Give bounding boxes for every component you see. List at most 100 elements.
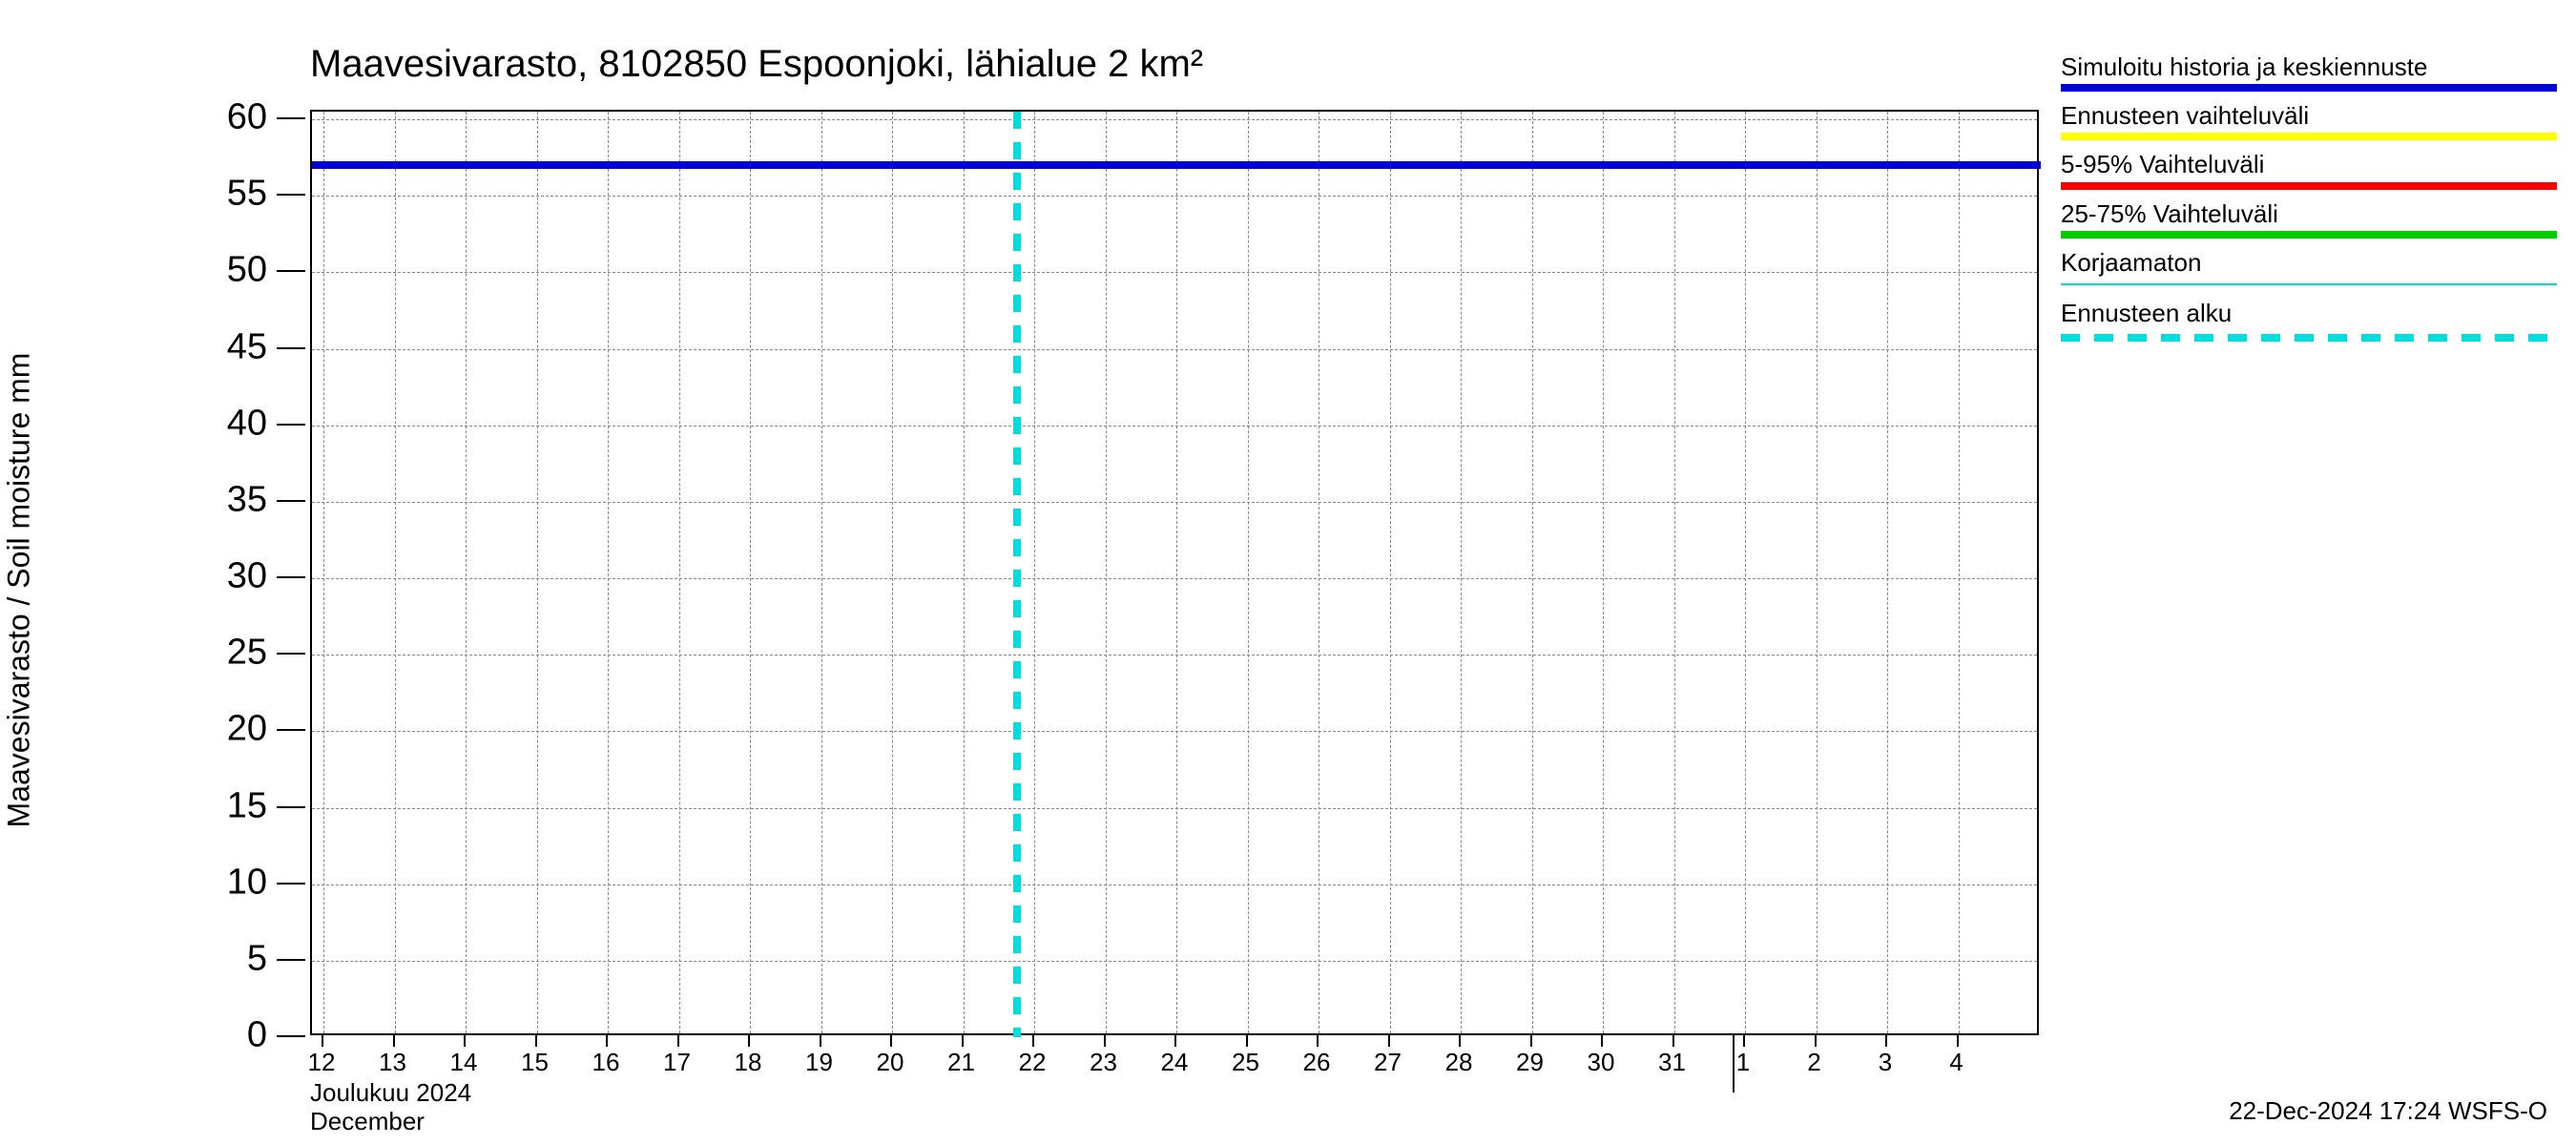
y-tick <box>277 347 305 349</box>
legend-swatch <box>2061 334 2557 342</box>
legend: Simuloitu historia ja keskiennuste Ennust… <box>2061 52 2557 351</box>
x-tick-label: 14 <box>450 1048 478 1077</box>
chart-container: Maavesivarasto / Soil moisture mm Maaves… <box>0 0 2576 1145</box>
x-month-label-fi: Joulukuu 2024 <box>310 1078 471 1108</box>
grid-line-h <box>312 272 2037 273</box>
x-tick <box>962 1035 964 1047</box>
x-tick-label: 24 <box>1161 1048 1189 1077</box>
x-tick <box>1459 1035 1461 1047</box>
legend-swatch <box>2061 84 2557 92</box>
y-tick-label: 10 <box>172 862 267 903</box>
x-tick <box>1530 1035 1532 1047</box>
legend-item: Ennusteen vaihteluväli <box>2061 101 2557 140</box>
x-tick <box>1174 1035 1176 1047</box>
legend-label: Ennusteen alku <box>2061 299 2557 328</box>
x-tick <box>1672 1035 1674 1047</box>
grid-line-v <box>821 112 822 1033</box>
grid-line-h <box>312 196 2037 197</box>
x-tick <box>820 1035 821 1047</box>
y-tick <box>277 500 305 502</box>
y-tick <box>277 806 305 808</box>
series-simulated-line <box>312 161 2041 169</box>
x-tick-label: 4 <box>1949 1048 1963 1077</box>
grid-line-h <box>312 349 2037 350</box>
y-axis-label: Maavesivarasto / Soil moisture mm <box>2 353 37 828</box>
x-tick-label: 28 <box>1445 1048 1473 1077</box>
y-tick <box>277 1035 305 1037</box>
x-tick-label: 21 <box>947 1048 975 1077</box>
y-tick <box>277 424 305 426</box>
x-tick <box>322 1035 323 1047</box>
grid-line-v <box>466 112 467 1033</box>
grid-line-v <box>1603 112 1604 1033</box>
timestamp: 22-Dec-2024 17:24 WSFS-O <box>2229 1096 2547 1126</box>
y-tick <box>277 653 305 655</box>
x-tick <box>606 1035 608 1047</box>
grid-line-v <box>1674 112 1675 1033</box>
grid-line-v <box>1887 112 1888 1033</box>
grid-line-v <box>964 112 965 1033</box>
x-tick-label: 18 <box>735 1048 762 1077</box>
legend-swatch <box>2061 182 2557 190</box>
x-tick <box>1317 1035 1319 1047</box>
legend-swatch <box>2061 133 2557 140</box>
x-tick-label: 12 <box>308 1048 336 1077</box>
x-tick <box>748 1035 750 1047</box>
y-tick <box>277 883 305 885</box>
grid-line-v <box>1034 112 1035 1033</box>
x-tick <box>1104 1035 1106 1047</box>
x-tick-label: 19 <box>805 1048 833 1077</box>
y-tick-label: 30 <box>172 556 267 597</box>
y-tick <box>277 117 305 119</box>
grid-line-v <box>892 112 893 1033</box>
y-tick-label: 25 <box>172 633 267 674</box>
x-tick <box>1246 1035 1248 1047</box>
grid-line-v <box>1817 112 1818 1033</box>
y-tick <box>277 729 305 731</box>
grid-line-h <box>312 578 2037 579</box>
grid-line-v <box>1745 112 1746 1033</box>
y-tick-label: 60 <box>172 97 267 138</box>
y-tick-label: 50 <box>172 250 267 291</box>
grid-line-v <box>1959 112 1960 1033</box>
month-divider <box>1733 1035 1735 1093</box>
grid-line-h <box>312 119 2037 120</box>
grid-line-v <box>1461 112 1462 1033</box>
x-tick-label: 17 <box>663 1048 691 1077</box>
legend-item: 25-75% Vaihteluväli <box>2061 199 2557 239</box>
legend-label: Simuloitu historia ja keskiennuste <box>2061 52 2557 82</box>
legend-item: Simuloitu historia ja keskiennuste <box>2061 52 2557 92</box>
y-tick-label: 45 <box>172 326 267 367</box>
grid-line-h <box>312 961 2037 962</box>
x-tick-label: 15 <box>521 1048 549 1077</box>
legend-label: Korjaamaton <box>2061 248 2557 278</box>
forecast-start-line <box>1013 112 1021 1037</box>
y-tick <box>277 194 305 196</box>
x-tick <box>535 1035 537 1047</box>
y-tick-label: 40 <box>172 403 267 444</box>
grid-line-v <box>1176 112 1177 1033</box>
grid-line-v <box>537 112 538 1033</box>
x-tick-label: 25 <box>1232 1048 1259 1077</box>
x-tick-label: 2 <box>1807 1048 1820 1077</box>
x-tick-label: 26 <box>1303 1048 1331 1077</box>
x-tick-label: 22 <box>1019 1048 1047 1077</box>
y-tick-label: 15 <box>172 785 267 826</box>
legend-item: Korjaamaton <box>2061 248 2557 285</box>
y-tick-label: 20 <box>172 709 267 750</box>
grid-line-v <box>608 112 609 1033</box>
grid-line-v <box>1106 112 1107 1033</box>
grid-line-h <box>312 655 2037 656</box>
x-tick-label: 23 <box>1090 1048 1117 1077</box>
grid-line-v <box>1248 112 1249 1033</box>
grid-line-h <box>312 502 2037 503</box>
x-tick <box>1815 1035 1817 1047</box>
plot-area <box>310 110 2039 1035</box>
legend-swatch <box>2061 231 2557 239</box>
y-tick-label: 55 <box>172 174 267 215</box>
grid-line-v <box>679 112 680 1033</box>
x-tick <box>1743 1035 1745 1047</box>
x-month-label-en: December <box>310 1107 425 1136</box>
grid-line-h <box>312 426 2037 427</box>
y-tick-label: 5 <box>172 938 267 979</box>
